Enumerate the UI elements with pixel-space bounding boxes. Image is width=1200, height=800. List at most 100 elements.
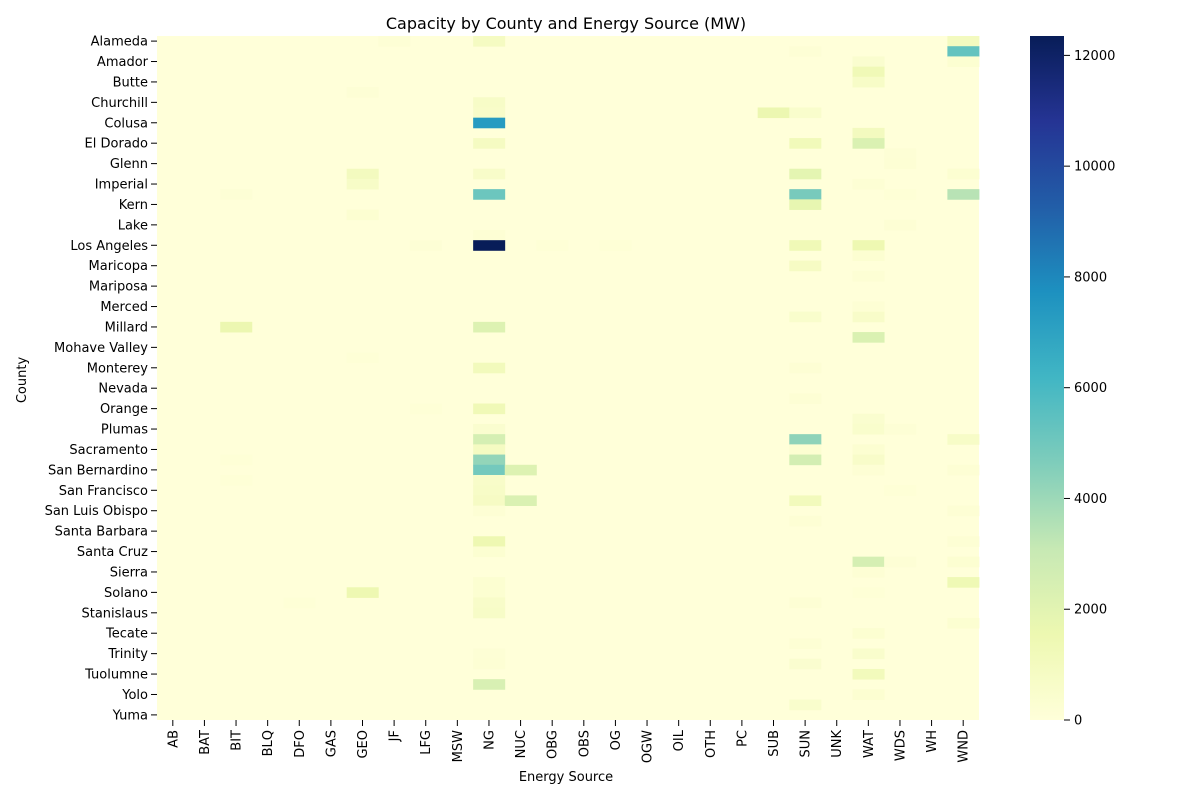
y-tick-label: San Francisco (59, 484, 148, 499)
heatmap-cell (947, 505, 980, 517)
heatmap-cell (789, 168, 822, 180)
heatmap-cell (852, 587, 885, 598)
y-tick-label: Yuma (112, 708, 148, 723)
heatmap-cell (852, 240, 885, 251)
heatmap-cell (789, 138, 822, 149)
heatmap-cell (789, 393, 822, 404)
x-axis-ticks: AB BAT BIT BLQ DFO GAS GEO JF LFG MSW NG NUC OBG OBS O… (166, 720, 972, 763)
y-tick-label: Colusa (104, 116, 148, 131)
x-tick-label: AB (166, 730, 181, 748)
y-tick-label: Orange (100, 402, 148, 417)
y-tick-label: Merced (100, 300, 148, 315)
y-tick-label: El Dorado (85, 137, 148, 152)
colorbar-ticks: 0 2000 4000 6000 8000 10000 12000 (1064, 49, 1115, 729)
heatmap-cell (473, 423, 506, 435)
heatmap-cell (884, 556, 917, 568)
heatmap-cell (473, 403, 506, 415)
colorbar-tick-label: 8000 (1074, 270, 1107, 285)
heatmap-cell (346, 168, 379, 180)
heatmap-cell (789, 495, 822, 507)
heatmap-cell (473, 607, 506, 619)
heatmap-cell (536, 240, 569, 251)
heatmap-cell (852, 668, 885, 680)
heatmap-cell (473, 505, 506, 517)
y-tick-label: Tecate (105, 627, 148, 642)
heatmap-cell (346, 209, 379, 221)
y-tick-label: Sierra (110, 565, 148, 580)
x-tick-label: SUB (767, 730, 782, 757)
heatmap-cell (220, 454, 253, 466)
heatmap-cell (947, 189, 980, 200)
heatmap-cell (220, 474, 253, 486)
y-axis-title: County (15, 357, 30, 404)
y-tick-label: Yolo (121, 688, 148, 703)
heatmap-cell (947, 434, 980, 445)
heatmap-cell (473, 648, 506, 660)
y-tick-label: Sacramento (69, 443, 148, 458)
heatmap-cell (346, 587, 379, 598)
y-tick-label: Monterey (87, 361, 149, 376)
heatmap-cell (884, 189, 917, 200)
heatmap-cell (789, 240, 822, 251)
heatmap-cell (852, 423, 885, 435)
heatmap-cell (884, 219, 917, 231)
y-tick-label: Plumas (101, 423, 148, 438)
x-tick-label: DFO (293, 730, 308, 758)
x-tick-label: SUN (799, 730, 814, 758)
heatmap-cell (852, 56, 885, 68)
y-tick-label: Glenn (110, 157, 148, 172)
heatmap-cell (504, 464, 537, 476)
heatmap-cell (473, 117, 506, 129)
heatmap-cell (473, 546, 506, 558)
heatmap-cell (220, 321, 253, 333)
heatmap-cell (947, 577, 980, 588)
colorbar-tick-label: 10000 (1074, 160, 1115, 175)
y-tick-label: Nevada (98, 382, 148, 397)
heatmap-cell (473, 97, 506, 108)
heatmap-cell (947, 168, 980, 180)
y-tick-label: San Bernardino (48, 463, 148, 478)
x-tick-label: BIT (230, 730, 245, 751)
y-tick-label: Amador (97, 55, 149, 70)
heatmap-cell (884, 423, 917, 435)
heatmap-cell (346, 352, 379, 364)
x-tick-label: GAS (324, 730, 339, 757)
heatmap-cell (346, 178, 379, 190)
heatmap-cell (852, 270, 885, 282)
colorbar-tick-label: 4000 (1074, 492, 1107, 507)
x-tick-label: PC (735, 730, 750, 747)
heatmap-cell (473, 138, 506, 149)
y-tick-label: Lake (118, 218, 148, 233)
heatmap-cell (473, 362, 506, 374)
heatmap-cell (757, 107, 790, 119)
chart-title: Capacity by County and Energy Source (MW… (386, 14, 746, 33)
heatmap-cell (473, 587, 506, 598)
heatmap-cell (789, 658, 822, 670)
heatmap-cell (852, 689, 885, 700)
heatmap-cell (852, 444, 885, 455)
heatmap-cell (789, 444, 822, 455)
heatmap-cell (789, 638, 822, 649)
x-tick-label: LFG (419, 730, 434, 755)
heatmap-cell (852, 311, 885, 323)
colorbar-tick-label: 0 (1074, 714, 1082, 729)
heatmap-cell (852, 628, 885, 639)
y-tick-label: Churchill (91, 96, 148, 111)
heatmap-cell (852, 556, 885, 568)
colorbar-tick-label: 2000 (1074, 603, 1107, 618)
heatmap-cell (283, 597, 316, 609)
y-tick-label: Imperial (95, 178, 148, 193)
heatmap-cell (852, 454, 885, 466)
heatmap-cell (599, 240, 632, 251)
x-tick-label: OTH (704, 730, 719, 758)
heatmap-cell (473, 464, 506, 476)
x-tick-label: OIL (672, 729, 687, 751)
x-tick-label: OBS (577, 730, 592, 757)
heatmap-cell (852, 66, 885, 78)
heatmap-cell (346, 87, 379, 98)
heatmap-cell (473, 36, 506, 47)
x-tick-label: GEO (356, 730, 371, 759)
heatmap-cell (504, 495, 537, 507)
x-tick-label: UNK (830, 730, 845, 758)
